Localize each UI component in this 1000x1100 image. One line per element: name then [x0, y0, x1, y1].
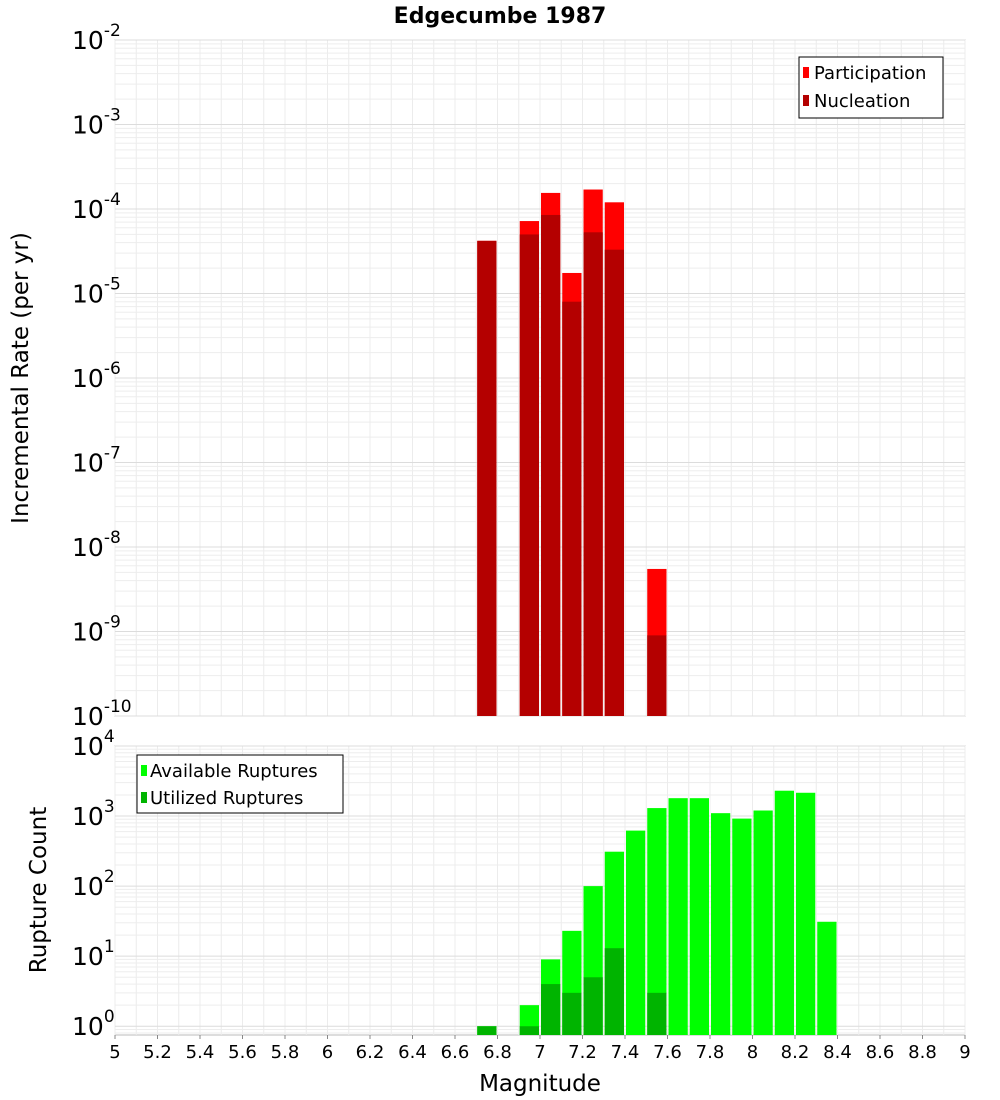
x-tick-label: 5.6: [228, 1042, 257, 1063]
bar-utilized-ruptures-m7-25: [583, 977, 603, 1035]
x-tick-label: 6.6: [441, 1042, 470, 1063]
legend-label-nucleation: Nucleation: [814, 91, 910, 112]
top-y-tick-label: 10-7: [72, 444, 121, 478]
x-tick-label: 6.2: [356, 1042, 385, 1063]
bottom-y-tick-label: 104: [72, 727, 115, 761]
x-tick-label: 5.2: [143, 1042, 172, 1063]
x-tick-label: 8: [747, 1042, 758, 1063]
legend-swatch-nucleation: [803, 95, 809, 106]
bottom-legend: Available Ruptures Utilized Ruptures: [136, 754, 344, 814]
x-tick-label: 8.8: [908, 1042, 937, 1063]
bar-utilized-ruptures-m7-05: [541, 984, 561, 1035]
top-panel: 10-10 10-9 10-8 10-7 10-6 10-5 10-4 10-3 10-2 In…: [8, 21, 966, 731]
legend-label-utilized: Utilized Ruptures: [150, 788, 303, 809]
legend-swatch-participation: [803, 67, 809, 78]
bottom-y-ticks: 100 101 102 103 104: [72, 727, 115, 1041]
bar-utilized-ruptures-m6-95: [519, 1026, 539, 1035]
bar-available-ruptures-m7-45: [626, 830, 646, 1035]
top-y-tick-label: 10-10: [72, 697, 132, 731]
x-tick-label: 7: [534, 1042, 545, 1063]
x-tick-label: 7.8: [696, 1042, 725, 1063]
bar-available-ruptures-m8-25: [796, 792, 816, 1035]
x-tick-label: 6: [322, 1042, 333, 1063]
bar-available-ruptures-m7-85: [711, 813, 731, 1035]
bar-available-ruptures-m7-75: [689, 798, 709, 1035]
bar-nucleation-m7-55: [647, 635, 667, 716]
top-grid: [114, 39, 966, 717]
x-axis-label: Magnitude: [479, 1071, 601, 1097]
bar-utilized-ruptures-m7-35: [604, 948, 624, 1035]
legend-label-available: Available Ruptures: [150, 761, 318, 782]
top-y-axis-label: Incremental Rate (per yr): [8, 232, 34, 524]
bottom-legend-box: [136, 754, 344, 814]
bar-nucleation-m7-05: [541, 214, 561, 716]
x-tick-label: 8.2: [781, 1042, 810, 1063]
x-tick-label: 5: [109, 1042, 120, 1063]
bar-available-ruptures-m8-35: [817, 921, 837, 1035]
x-tick-label: 9: [959, 1042, 970, 1063]
bottom-bars: [477, 790, 837, 1035]
bar-utilized-ruptures-m6-75: [477, 1026, 497, 1035]
bottom-panel: 100 101 102 103 104 5 5.2 5.4 5.6 5.8 6 6.2 6.4 6.6 6…: [26, 727, 971, 1097]
legend-swatch-utilized: [141, 792, 147, 803]
top-bars: [477, 189, 667, 717]
bar-nucleation-m7-15: [562, 301, 582, 716]
bottom-y-axis-label: Rupture Count: [26, 807, 52, 973]
x-tick-label: 7.2: [568, 1042, 597, 1063]
top-y-tick-label: 10-9: [72, 613, 121, 647]
top-y-tick-label: 10-5: [72, 275, 121, 309]
bottom-y-tick-label: 100: [72, 1007, 115, 1041]
x-tick-label: 6.4: [398, 1042, 427, 1063]
x-tick-label: 5.8: [271, 1042, 300, 1063]
legend-label-participation: Participation: [814, 63, 926, 84]
x-tick-label: 8.4: [823, 1042, 852, 1063]
bottom-y-tick-label: 101: [72, 937, 115, 971]
bar-nucleation-m7-25: [583, 232, 603, 716]
bar-nucleation-m6-75: [477, 240, 497, 716]
x-tick-label: 6.8: [483, 1042, 512, 1063]
bar-available-ruptures-m7-55: [647, 808, 667, 1035]
x-ticks: 5 5.2 5.4 5.6 5.8 6 6.2 6.4 6.6 6.8 7 7.2 7.4 7.6 7.8 8…: [109, 1035, 971, 1063]
x-tick-label: 5.4: [186, 1042, 215, 1063]
top-y-tick-label: 10-6: [72, 359, 121, 393]
bar-nucleation-m7-35: [604, 249, 624, 716]
bar-nucleation-m6-95: [519, 234, 539, 717]
bar-available-ruptures-m7-95: [732, 818, 752, 1035]
x-tick-label: 8.6: [866, 1042, 895, 1063]
top-y-tick-label: 10-8: [72, 528, 121, 562]
x-tick-label: 7.4: [611, 1042, 640, 1063]
top-y-tick-label: 10-4: [72, 190, 121, 224]
top-y-ticks: 10-10 10-9 10-8 10-7 10-6 10-5 10-4 10-3 10-2: [72, 21, 132, 731]
legend-swatch-available: [141, 765, 147, 776]
bottom-y-tick-label: 102: [72, 867, 115, 901]
bar-available-ruptures-m8-05: [753, 810, 773, 1035]
x-tick-label: 7.6: [653, 1042, 682, 1063]
bar-available-ruptures-m8-15: [774, 790, 794, 1035]
bar-available-ruptures-m7-65: [668, 798, 688, 1035]
bar-utilized-ruptures-m7-15: [562, 992, 582, 1035]
top-legend: Participation Nucleation: [798, 56, 944, 119]
bar-utilized-ruptures-m7-55: [647, 992, 667, 1035]
top-legend-box: [798, 56, 944, 119]
top-y-tick-label: 10-3: [72, 106, 121, 140]
top-y-tick-label: 10-2: [72, 21, 121, 55]
bottom-y-tick-label: 103: [72, 797, 115, 831]
chart-title: Edgecumbe 1987: [394, 4, 607, 29]
